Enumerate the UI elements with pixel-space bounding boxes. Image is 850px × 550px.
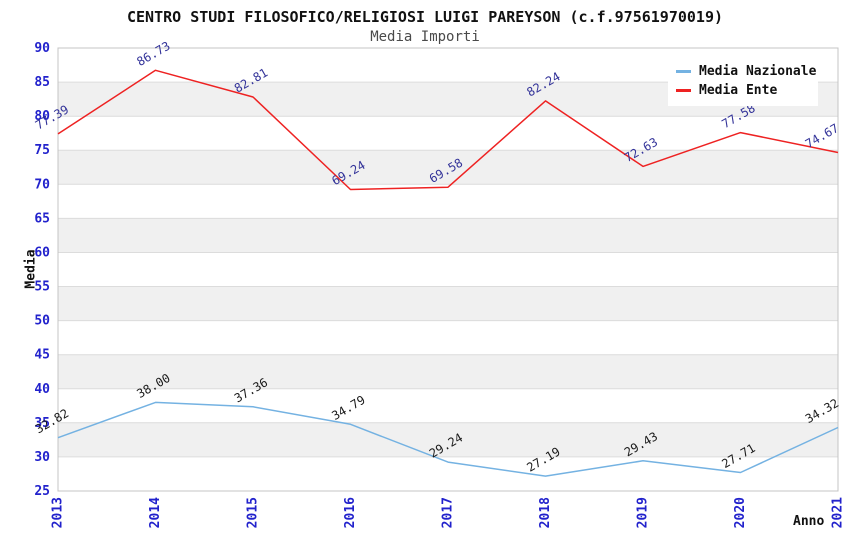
y-tick-label: 30 [34, 450, 50, 465]
plot-band [58, 422, 838, 457]
y-tick-label: 85 [34, 75, 50, 90]
y-tick-label: 70 [34, 177, 50, 192]
y-tick-label: 65 [34, 211, 50, 226]
x-tick-label: 2019 [636, 497, 651, 528]
chart-subtitle: Media Importi [370, 29, 480, 45]
media-nazionale-point-label: 34.79 [329, 393, 367, 423]
plot-band [58, 150, 838, 185]
media-nazionale-line [57, 401, 839, 477]
media-ente-point-label: 77.39 [33, 102, 71, 132]
chart-legend: Media Nazionale Media Ente [668, 56, 818, 106]
legend-item-media-ente: Media Ente [676, 82, 818, 99]
y-tick-label: 50 [34, 314, 50, 329]
y-tick-label: 35 [34, 416, 50, 431]
y-axis-title: Media [23, 249, 39, 289]
x-tick-label: 2013 [51, 497, 66, 528]
plot-band [58, 286, 838, 321]
plot-band [58, 218, 838, 253]
y-tick-label: 90 [34, 41, 50, 56]
y-tick-label: 25 [34, 484, 50, 499]
y-tick-label: 55 [34, 280, 50, 295]
legend-item-media-nazionale: Media Nazionale [676, 63, 818, 80]
media-ente-point-label: 74.67 [803, 121, 841, 151]
x-tick-label: 2018 [538, 497, 553, 528]
y-tick-label: 75 [34, 143, 50, 158]
x-tick-label: 2016 [343, 497, 358, 528]
media-ente-line [57, 69, 839, 191]
media-nazionale-point-label: 34.32 [803, 396, 841, 426]
y-tick-label: 40 [34, 382, 50, 397]
legend-label: Media Ente [699, 83, 778, 98]
y-tick-label: 45 [34, 348, 50, 363]
x-tick-label: 2015 [246, 497, 261, 528]
legend-label: Media Nazionale [699, 64, 817, 79]
y-tick-label: 60 [34, 246, 50, 261]
media-ente-swatch [676, 89, 691, 92]
media-nazionale-swatch [676, 70, 691, 73]
x-axis-title: Anno [793, 514, 825, 529]
x-tick-label: 2020 [733, 497, 748, 528]
chart-title: CENTRO STUDI FILOSOFICO/RELIGIOSI LUIGI … [126, 8, 724, 26]
plot-border [57, 47, 839, 492]
x-tick-label: 2017 [441, 497, 456, 528]
media-ente-point-label: 86.73 [134, 39, 172, 69]
x-tick-label: 2021 [831, 497, 846, 528]
y-tick-label: 80 [34, 109, 50, 124]
plot-band [58, 354, 838, 389]
x-tick-label: 2014 [148, 497, 163, 528]
